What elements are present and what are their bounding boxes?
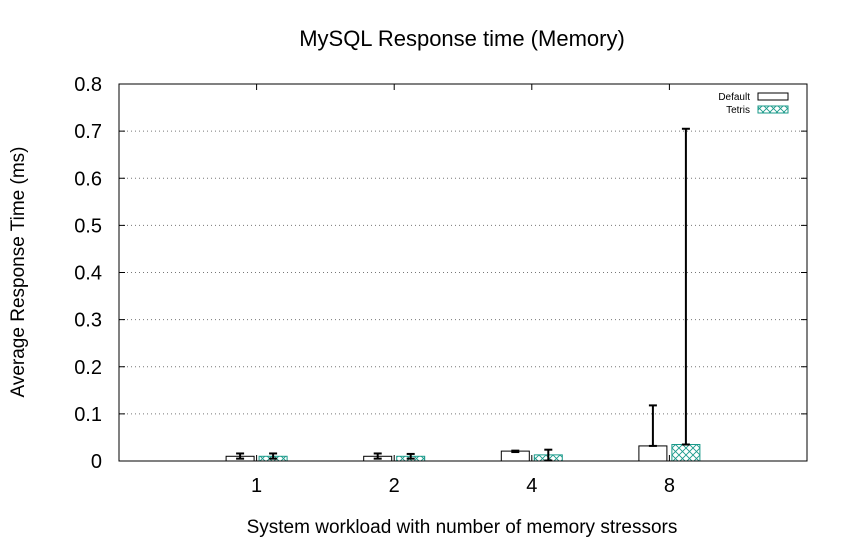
y-ticks: 0 0.1 0.2 0.3 0.4 0.5 0.6 0.7 0.8 (74, 74, 807, 473)
plot-frame (118, 83, 808, 462)
gridlines (119, 130, 807, 415)
x-tick-label: 4 (526, 475, 537, 497)
y-tick-label: 0.6 (74, 168, 102, 190)
y-tick-label: 0.7 (74, 121, 102, 143)
chart-title: MySQL Response time (Memory) (299, 26, 625, 51)
legend-swatch-default (757, 92, 789, 101)
y-tick-label: 0.3 (74, 310, 102, 332)
x-tick-label: 8 (664, 475, 675, 497)
y-tick-label: 0.2 (74, 357, 102, 379)
y-tick-label: 0 (91, 451, 102, 473)
error-bars (236, 127, 690, 462)
bar-tetris (671, 444, 701, 462)
x-tick-label: 1 (251, 475, 262, 497)
legend: Default Tetris (718, 92, 789, 116)
y-tick-label: 0.1 (74, 404, 102, 426)
legend-label: Tetris (726, 105, 750, 116)
bar-default (638, 445, 668, 462)
legend-label: Default (718, 92, 750, 103)
y-axis-label: Average Response Time (ms) (8, 147, 29, 398)
y-tick-label: 0.5 (74, 215, 102, 237)
bars (225, 444, 701, 462)
y-tick-label: 0.8 (74, 74, 102, 96)
y-tick-label: 0.4 (74, 263, 102, 285)
x-axis-label: System workload with number of memory st… (247, 517, 678, 538)
x-tick-label: 2 (389, 475, 400, 497)
x-ticks: 1 2 4 8 (251, 84, 675, 497)
legend-swatch-tetris (757, 105, 789, 114)
